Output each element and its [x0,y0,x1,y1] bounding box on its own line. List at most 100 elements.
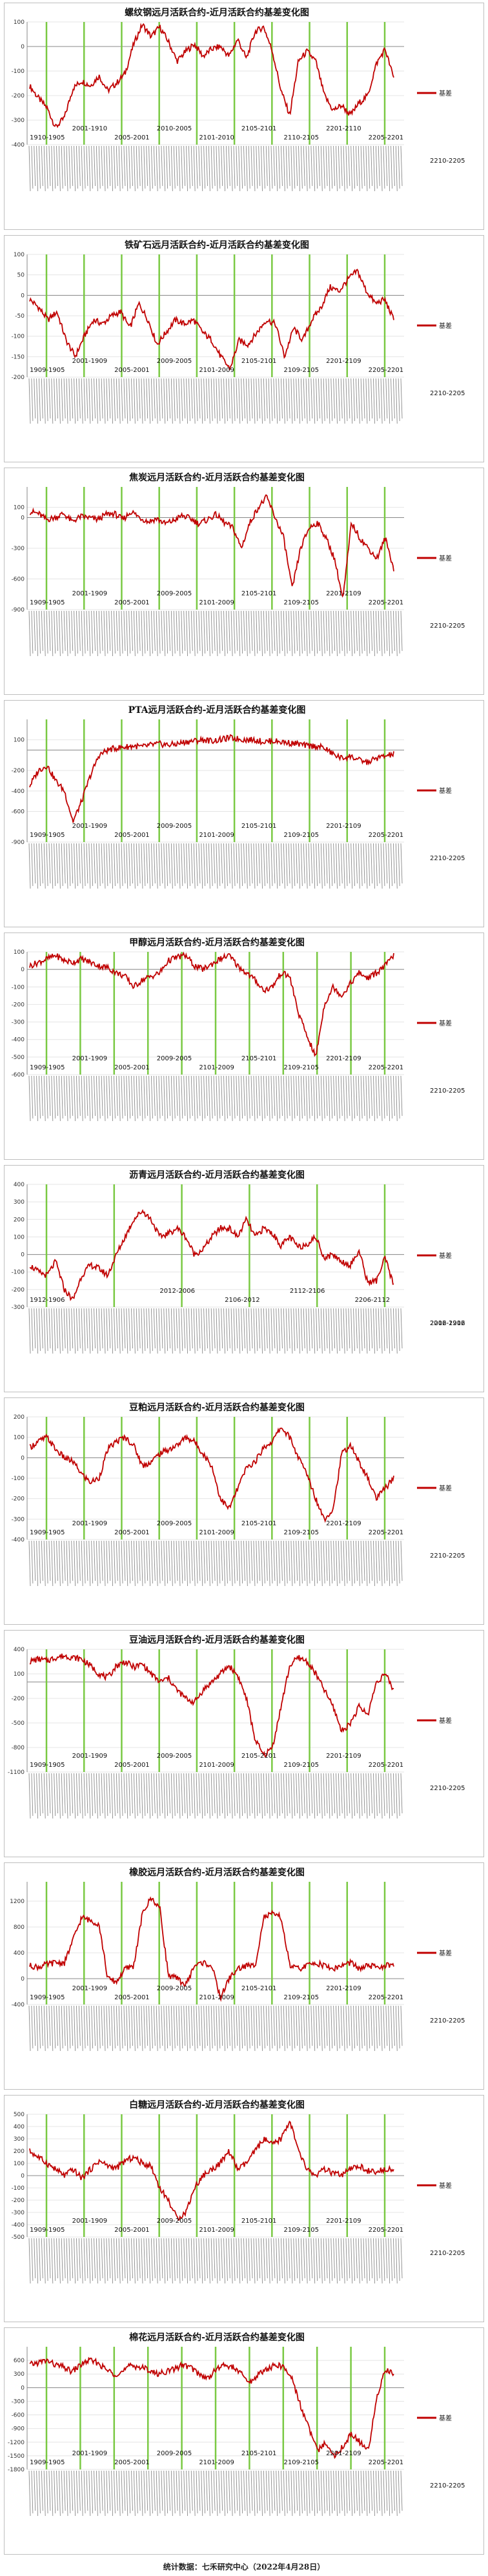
contract-period-label: 2112-2106 [290,1288,325,1295]
date-tick-mark [131,2005,133,2046]
date-tick-mark [288,378,290,419]
date-tick-mark [166,1308,168,1352]
date-tick-mark [83,1773,86,1817]
chart-title: 甲醇远月活跃合约-近月活跃合约基差变化图 [129,937,305,948]
date-tick-mark [303,2005,305,2046]
date-tick-mark [141,145,143,192]
date-tick-mark [218,2470,221,2514]
date-tick-mark [96,2238,98,2284]
date-tick-mark [230,610,233,657]
date-tick-mark [296,2470,298,2511]
date-tick-mark [116,1075,118,1117]
date-tick-mark [101,378,103,419]
date-tick-mark [250,610,253,652]
date-tick-mark [188,1773,190,1817]
date-tick-mark [233,2470,236,2514]
date-tick-mark [303,843,305,884]
y-tick-label: -100 [12,1270,25,1276]
date-tick-mark [330,2470,333,2514]
date-tick-mark [243,1773,245,1814]
date-tick-mark [166,2470,168,2514]
date-tick-mark [285,1075,288,1119]
date-tick-mark [268,2238,270,2284]
date-tick-mark [208,1308,210,1354]
date-tick-mark [296,1773,298,1814]
date-tick-mark [288,2005,290,2046]
date-tick-mark [136,378,138,422]
date-tick-mark [283,378,285,424]
date-tick-mark [131,1308,133,1349]
date-tick-mark [141,1308,143,1354]
contract-period-label: 2101-2010 [199,134,234,141]
date-tick-mark [128,145,131,189]
date-tick-mark [278,378,281,422]
date-tick-mark [91,1773,94,1817]
date-tick-mark [176,1540,178,1582]
date-tick-mark [146,1540,148,1582]
contract-period-label: 2001-1909 [72,358,108,365]
date-tick-mark [138,2470,141,2511]
date-tick-mark [338,378,340,422]
date-tick-mark [343,378,345,424]
date-tick-mark [181,1773,183,1817]
date-tick-mark [46,2238,48,2282]
date-tick-mark [158,1773,161,1817]
contract-period-label: 2109-2105 [283,1762,319,1769]
date-tick-mark [395,2470,398,2517]
date-tick-mark [305,378,308,424]
date-tick-mark [236,1308,238,1349]
y-tick-label: 100 [14,949,25,956]
date-tick-mark [338,843,340,887]
date-tick-mark [316,610,318,654]
y-tick-label: -200 [12,2198,25,2204]
date-tick-mark [243,378,245,419]
date-tick-mark [136,2238,138,2282]
date-tick-mark [168,1773,170,1814]
date-tick-mark [223,378,225,424]
date-tick-mark [278,145,281,189]
date-tick-mark [328,145,330,192]
contract-period-label: 2101-2009 [199,1762,234,1769]
date-tick-mark [68,2005,71,2049]
date-tick-mark [290,2005,293,2052]
date-tick-mark [111,1773,114,1819]
date-tick-mark [43,1308,46,1354]
date-tick-mark [166,1773,168,1817]
date-tick-mark [150,610,153,654]
date-tick-mark [323,610,325,654]
date-tick-mark [71,610,74,652]
date-tick-mark [245,2238,248,2284]
date-tick-mark [330,610,333,654]
date-tick-mark [348,1075,351,1117]
date-tick-mark [166,378,168,422]
date-tick-mark [161,1540,163,1582]
y-tick-label: -300 [12,2398,25,2405]
date-tick-mark [94,610,96,652]
date-tick-mark [121,843,123,887]
y-tick-label: -200 [12,1002,25,1008]
date-tick-mark [395,1308,398,1354]
date-tick-mark [111,2470,114,2517]
date-tick-mark [76,145,78,189]
date-tick-mark [198,145,201,187]
date-tick-mark [375,145,378,189]
date-tick-mark [113,378,116,422]
date-tick-mark [293,2005,296,2049]
basis-series-line [29,1896,394,2003]
date-tick-mark [261,2005,263,2052]
date-tick-mark [333,1540,336,1582]
date-tick-mark [178,1308,181,1354]
date-tick-mark [325,2238,328,2279]
chart-svg: PTA远月活跃合约-近月活跃合约基差变化图-900-600-400-200100… [4,700,484,927]
date-tick-mark [43,145,46,192]
date-tick-mark [76,1540,78,1584]
date-tick-mark [98,1075,101,1119]
date-tick-mark [176,1308,178,1349]
date-tick-mark [353,1540,356,1584]
date-tick-mark [216,2238,218,2284]
date-tick-mark [218,2238,221,2282]
date-tick-mark [330,1075,333,1119]
date-tick-mark [34,2238,36,2279]
date-tick-mark [385,1308,388,1349]
date-tick-mark [181,1075,183,1119]
